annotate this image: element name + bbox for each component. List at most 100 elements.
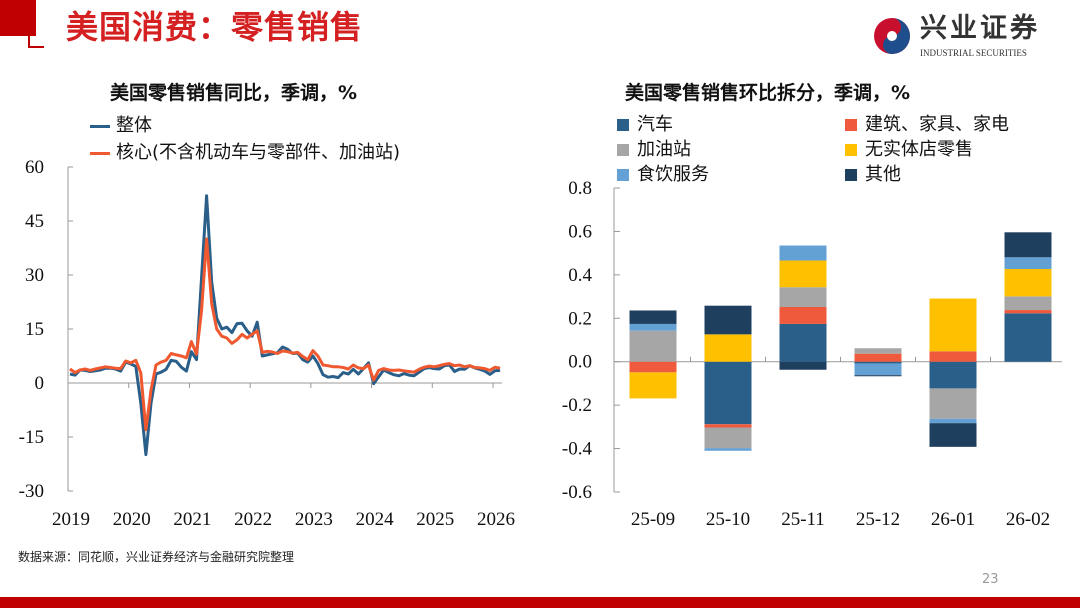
bar-segment-26-01 <box>929 418 977 424</box>
x-tick-label: 2024 <box>356 509 395 530</box>
bar-segment-26-02 <box>1004 313 1052 362</box>
y-tick-label: 45 <box>25 211 44 232</box>
source-note: 数据来源：同花顺，兴业证券经济与金融研究院整理 <box>18 550 295 564</box>
legend-label: 加油站 <box>637 139 691 160</box>
bar-segment-25-09 <box>629 372 677 399</box>
bar-segment-25-12 <box>854 375 902 377</box>
legend-item-total: 整体 <box>90 116 152 136</box>
legend-item: 加油站 <box>617 140 691 160</box>
bar-segment-26-02 <box>1004 232 1052 258</box>
legend-label: 食饮服务 <box>637 164 709 185</box>
y-tick-label: -0.2 <box>562 395 592 416</box>
bar-segment-25-10 <box>704 334 752 362</box>
bar-segment-25-12 <box>854 363 902 376</box>
logo-text-en: INDUSTRIAL SECURITIES <box>920 48 1027 58</box>
y-tick-label: 15 <box>25 319 44 340</box>
x-tick-label: 25-11 <box>781 509 825 530</box>
x-tick-label: 26-01 <box>931 509 975 530</box>
bar-segment-25-12 <box>854 348 902 354</box>
legend-label: 建筑、家具、家电 <box>865 114 1009 135</box>
bar-segment-26-01 <box>929 361 977 389</box>
y-tick-label: -0.6 <box>562 482 592 503</box>
left-chart-title: 美国零售销售同比，季调，% <box>110 82 358 104</box>
x-tick-label: 25-09 <box>631 509 675 530</box>
legend-item: 无实体店零售 <box>845 140 973 160</box>
bar-segment-25-09 <box>629 323 677 331</box>
legend-label: 整体 <box>116 115 152 136</box>
bar-segment-25-09 <box>629 330 677 362</box>
y-tick-label: -30 <box>19 481 44 502</box>
legend-item: 建筑、家具、家电 <box>845 115 1009 135</box>
y-tick-label: 0.4 <box>568 265 592 286</box>
bar-segment-26-01 <box>929 388 977 419</box>
legend-item: 汽车 <box>617 115 673 135</box>
bar-segment-25-11 <box>779 260 827 288</box>
bar-segment-26-02 <box>1004 296 1052 311</box>
legend-swatch <box>617 119 629 131</box>
bar-segment-25-10 <box>704 361 752 425</box>
legend-swatch <box>845 169 857 181</box>
y-tick-label: 0 <box>35 373 45 394</box>
bar-segment-25-10 <box>704 424 752 428</box>
logo-text-cn: 兴业证券 <box>920 13 1040 44</box>
legend-swatch <box>90 124 110 128</box>
corner-bracket <box>28 28 44 48</box>
y-tick-label: 0.0 <box>568 352 592 373</box>
bar-segment-26-02 <box>1004 257 1052 269</box>
corner-decoration <box>0 0 36 36</box>
x-tick-label: 2020 <box>113 509 151 530</box>
y-tick-label: -0.4 <box>562 439 593 460</box>
footer-bar <box>0 597 1080 608</box>
bar-segment-25-10 <box>704 448 752 451</box>
bar-segment-25-12 <box>854 353 902 362</box>
company-logo: 兴业证券 INDUSTRIAL SECURITIES <box>872 14 1062 60</box>
legend-item-core: 核心(不含机动车与零部件、加油站) <box>90 143 400 163</box>
y-tick-label: 0.2 <box>568 308 592 329</box>
legend-label: 汽车 <box>637 114 673 135</box>
legend-swatch <box>617 144 629 156</box>
right-chart-title: 美国零售销售环比拆分，季调，% <box>625 82 911 104</box>
bar-segment-25-10 <box>704 305 752 335</box>
y-tick-label: 30 <box>25 265 44 286</box>
y-tick-label: 0.8 <box>568 178 592 199</box>
logo-swirl-icon <box>874 18 910 54</box>
bar-segment-26-02 <box>1004 268 1052 297</box>
legend-label: 核心(不含机动车与零部件、加油站) <box>116 142 401 163</box>
bar-segment-25-11 <box>779 245 827 261</box>
x-tick-label: 26-02 <box>1006 509 1050 530</box>
x-tick-label: 25-10 <box>706 509 750 530</box>
bar-segment-25-10 <box>704 427 752 449</box>
bar-segment-25-11 <box>779 287 827 307</box>
legend-swatch <box>845 144 857 156</box>
bar-segment-26-02 <box>1004 310 1052 314</box>
bar-segment-25-09 <box>629 310 677 324</box>
legend-label: 其他 <box>865 164 901 185</box>
bar-segment-25-09 <box>629 361 677 373</box>
x-tick-label: 2021 <box>173 509 211 530</box>
page-title: 美国消费：零售销售 <box>66 8 364 46</box>
x-tick-label: 2025 <box>416 509 454 530</box>
x-tick-label: 25-12 <box>856 509 900 530</box>
bar-segment-25-11 <box>779 323 827 362</box>
bar-segment-26-01 <box>929 298 977 352</box>
page-number: 23 <box>982 572 999 587</box>
legend-swatch <box>90 151 110 155</box>
y-tick-label: -15 <box>19 427 44 448</box>
bar-segment-26-01 <box>929 423 977 447</box>
legend-swatch <box>617 169 629 181</box>
bar-segment-25-11 <box>779 306 827 324</box>
series-line-core <box>69 237 501 432</box>
x-tick-label: 2019 <box>52 509 90 530</box>
bar-segment-26-01 <box>929 351 977 362</box>
bar-segment-25-11 <box>779 361 827 370</box>
legend-item: 食饮服务 <box>617 165 709 185</box>
x-tick-label: 2022 <box>234 509 272 530</box>
x-tick-label: 2026 <box>477 509 515 530</box>
bar-segment-25-12 <box>854 361 902 364</box>
y-tick-label: 0.6 <box>568 221 592 242</box>
x-tick-label: 2023 <box>295 509 333 530</box>
legend-label: 无实体店零售 <box>865 139 973 160</box>
